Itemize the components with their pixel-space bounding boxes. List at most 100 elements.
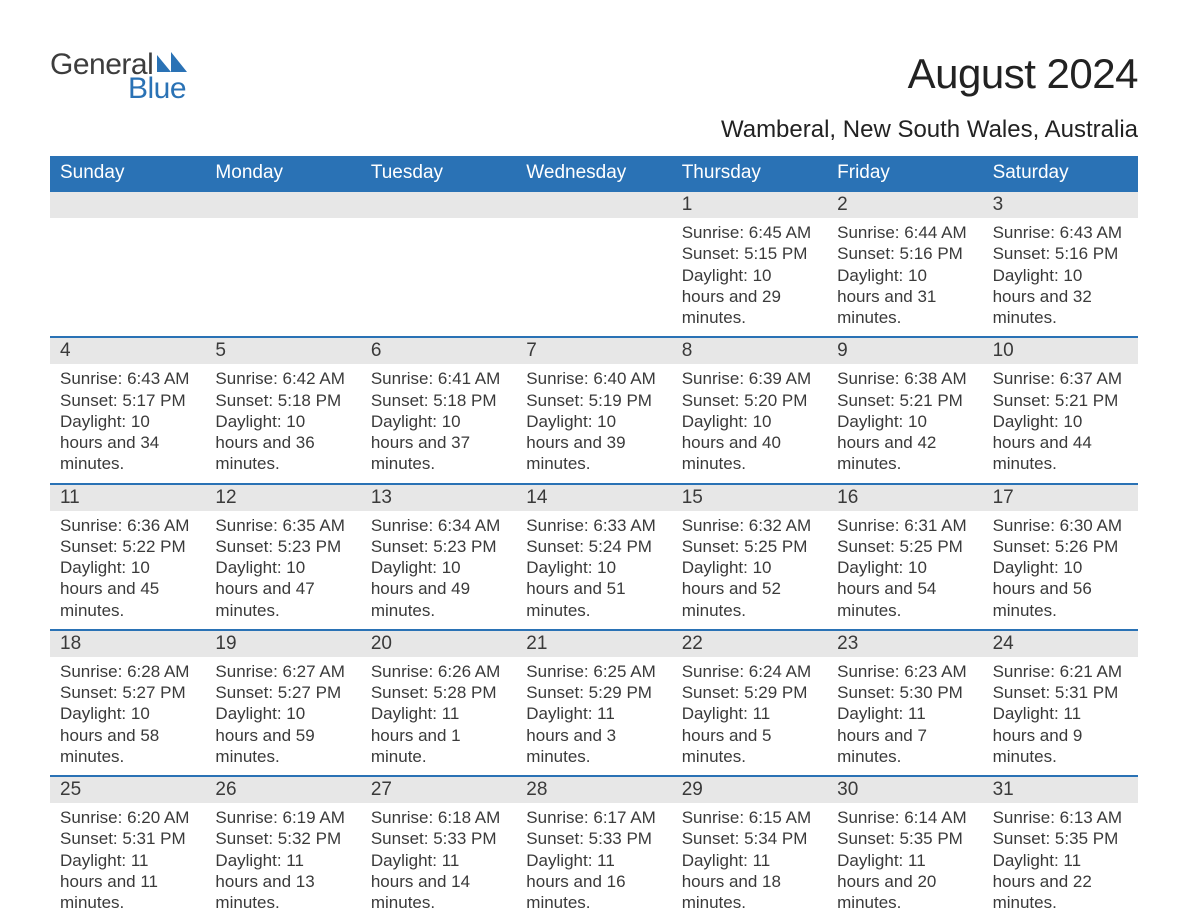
daylight-line: Daylight: 10 hours and 58 minutes. bbox=[60, 703, 195, 767]
day-number bbox=[516, 192, 671, 218]
day-cell: 22Sunrise: 6:24 AMSunset: 5:29 PMDayligh… bbox=[672, 631, 827, 775]
day-number: 13 bbox=[361, 485, 516, 511]
sunrise-line: Sunrise: 6:31 AM bbox=[837, 515, 972, 536]
daylight-line: Daylight: 10 hours and 34 minutes. bbox=[60, 411, 195, 475]
daylight-line: Daylight: 11 hours and 11 minutes. bbox=[60, 850, 195, 914]
day-body: Sunrise: 6:31 AMSunset: 5:25 PMDaylight:… bbox=[827, 511, 982, 621]
daylight-line: Daylight: 11 hours and 7 minutes. bbox=[837, 703, 972, 767]
day-number: 31 bbox=[983, 777, 1138, 803]
day-number: 11 bbox=[50, 485, 205, 511]
day-body: Sunrise: 6:15 AMSunset: 5:34 PMDaylight:… bbox=[672, 803, 827, 913]
day-cell: 29Sunrise: 6:15 AMSunset: 5:34 PMDayligh… bbox=[672, 777, 827, 921]
day-cell: 21Sunrise: 6:25 AMSunset: 5:29 PMDayligh… bbox=[516, 631, 671, 775]
brand-word-blue: Blue bbox=[128, 74, 187, 104]
sunset-line: Sunset: 5:29 PM bbox=[526, 682, 661, 703]
day-body: Sunrise: 6:26 AMSunset: 5:28 PMDaylight:… bbox=[361, 657, 516, 767]
day-cell: 30Sunrise: 6:14 AMSunset: 5:35 PMDayligh… bbox=[827, 777, 982, 921]
daylight-line: Daylight: 10 hours and 32 minutes. bbox=[993, 265, 1128, 329]
day-body: Sunrise: 6:32 AMSunset: 5:25 PMDaylight:… bbox=[672, 511, 827, 621]
week-row: 11Sunrise: 6:36 AMSunset: 5:22 PMDayligh… bbox=[50, 483, 1138, 629]
sunrise-line: Sunrise: 6:24 AM bbox=[682, 661, 817, 682]
sunrise-line: Sunrise: 6:34 AM bbox=[371, 515, 506, 536]
daylight-line: Daylight: 11 hours and 3 minutes. bbox=[526, 703, 661, 767]
daylight-line: Daylight: 10 hours and 45 minutes. bbox=[60, 557, 195, 621]
day-body: Sunrise: 6:39 AMSunset: 5:20 PMDaylight:… bbox=[672, 364, 827, 474]
sunset-line: Sunset: 5:25 PM bbox=[837, 536, 972, 557]
day-body: Sunrise: 6:18 AMSunset: 5:33 PMDaylight:… bbox=[361, 803, 516, 913]
day-body: Sunrise: 6:30 AMSunset: 5:26 PMDaylight:… bbox=[983, 511, 1138, 621]
week-row: 25Sunrise: 6:20 AMSunset: 5:31 PMDayligh… bbox=[50, 775, 1138, 921]
day-cell: 3Sunrise: 6:43 AMSunset: 5:16 PMDaylight… bbox=[983, 192, 1138, 336]
day-cell: 23Sunrise: 6:23 AMSunset: 5:30 PMDayligh… bbox=[827, 631, 982, 775]
daylight-line: Daylight: 10 hours and 39 minutes. bbox=[526, 411, 661, 475]
day-body: Sunrise: 6:24 AMSunset: 5:29 PMDaylight:… bbox=[672, 657, 827, 767]
sunset-line: Sunset: 5:34 PM bbox=[682, 828, 817, 849]
sunrise-line: Sunrise: 6:19 AM bbox=[215, 807, 350, 828]
weekday-header-cell: Thursday bbox=[672, 156, 827, 190]
day-number: 15 bbox=[672, 485, 827, 511]
calendar-body: 1Sunrise: 6:45 AMSunset: 5:15 PMDaylight… bbox=[50, 190, 1138, 921]
day-body: Sunrise: 6:21 AMSunset: 5:31 PMDaylight:… bbox=[983, 657, 1138, 767]
sunset-line: Sunset: 5:15 PM bbox=[682, 243, 817, 264]
day-cell bbox=[50, 192, 205, 336]
day-number: 29 bbox=[672, 777, 827, 803]
sunrise-line: Sunrise: 6:43 AM bbox=[60, 368, 195, 389]
sunset-line: Sunset: 5:31 PM bbox=[60, 828, 195, 849]
day-body: Sunrise: 6:35 AMSunset: 5:23 PMDaylight:… bbox=[205, 511, 360, 621]
sunrise-line: Sunrise: 6:17 AM bbox=[526, 807, 661, 828]
daylight-line: Daylight: 11 hours and 22 minutes. bbox=[993, 850, 1128, 914]
sunrise-line: Sunrise: 6:26 AM bbox=[371, 661, 506, 682]
daylight-line: Daylight: 11 hours and 14 minutes. bbox=[371, 850, 506, 914]
day-body: Sunrise: 6:33 AMSunset: 5:24 PMDaylight:… bbox=[516, 511, 671, 621]
day-body: Sunrise: 6:34 AMSunset: 5:23 PMDaylight:… bbox=[361, 511, 516, 621]
daylight-line: Daylight: 10 hours and 29 minutes. bbox=[682, 265, 817, 329]
day-number: 10 bbox=[983, 338, 1138, 364]
daylight-line: Daylight: 10 hours and 36 minutes. bbox=[215, 411, 350, 475]
daylight-line: Daylight: 10 hours and 40 minutes. bbox=[682, 411, 817, 475]
day-number: 26 bbox=[205, 777, 360, 803]
day-body: Sunrise: 6:42 AMSunset: 5:18 PMDaylight:… bbox=[205, 364, 360, 474]
sunset-line: Sunset: 5:29 PM bbox=[682, 682, 817, 703]
daylight-line: Daylight: 11 hours and 16 minutes. bbox=[526, 850, 661, 914]
day-body: Sunrise: 6:17 AMSunset: 5:33 PMDaylight:… bbox=[516, 803, 671, 913]
weekday-header-cell: Wednesday bbox=[516, 156, 671, 190]
header-right: August 2024 Wamberal, New South Wales, A… bbox=[721, 50, 1138, 144]
day-cell bbox=[205, 192, 360, 336]
sunset-line: Sunset: 5:30 PM bbox=[837, 682, 972, 703]
day-number: 25 bbox=[50, 777, 205, 803]
sunrise-line: Sunrise: 6:20 AM bbox=[60, 807, 195, 828]
day-number: 30 bbox=[827, 777, 982, 803]
daylight-line: Daylight: 10 hours and 51 minutes. bbox=[526, 557, 661, 621]
sunrise-line: Sunrise: 6:38 AM bbox=[837, 368, 972, 389]
sunset-line: Sunset: 5:32 PM bbox=[215, 828, 350, 849]
daylight-line: Daylight: 11 hours and 9 minutes. bbox=[993, 703, 1128, 767]
day-cell: 17Sunrise: 6:30 AMSunset: 5:26 PMDayligh… bbox=[983, 485, 1138, 629]
day-cell: 12Sunrise: 6:35 AMSunset: 5:23 PMDayligh… bbox=[205, 485, 360, 629]
daylight-line: Daylight: 10 hours and 31 minutes. bbox=[837, 265, 972, 329]
sunrise-line: Sunrise: 6:13 AM bbox=[993, 807, 1128, 828]
sunrise-line: Sunrise: 6:14 AM bbox=[837, 807, 972, 828]
daylight-line: Daylight: 11 hours and 13 minutes. bbox=[215, 850, 350, 914]
sunrise-line: Sunrise: 6:45 AM bbox=[682, 222, 817, 243]
day-body: Sunrise: 6:40 AMSunset: 5:19 PMDaylight:… bbox=[516, 364, 671, 474]
sunset-line: Sunset: 5:26 PM bbox=[993, 536, 1128, 557]
sunrise-line: Sunrise: 6:28 AM bbox=[60, 661, 195, 682]
sunrise-line: Sunrise: 6:41 AM bbox=[371, 368, 506, 389]
day-number: 20 bbox=[361, 631, 516, 657]
day-number: 16 bbox=[827, 485, 982, 511]
sunset-line: Sunset: 5:20 PM bbox=[682, 390, 817, 411]
day-number: 28 bbox=[516, 777, 671, 803]
day-cell: 10Sunrise: 6:37 AMSunset: 5:21 PMDayligh… bbox=[983, 338, 1138, 482]
weekday-header-row: SundayMondayTuesdayWednesdayThursdayFrid… bbox=[50, 156, 1138, 190]
location-label: Wamberal, New South Wales, Australia bbox=[721, 116, 1138, 144]
day-cell: 13Sunrise: 6:34 AMSunset: 5:23 PMDayligh… bbox=[361, 485, 516, 629]
sunrise-line: Sunrise: 6:30 AM bbox=[993, 515, 1128, 536]
header-region: General Blue August 2024 Wamberal, New S… bbox=[50, 50, 1138, 144]
sunrise-line: Sunrise: 6:25 AM bbox=[526, 661, 661, 682]
day-number bbox=[50, 192, 205, 218]
day-cell: 19Sunrise: 6:27 AMSunset: 5:27 PMDayligh… bbox=[205, 631, 360, 775]
sunrise-line: Sunrise: 6:44 AM bbox=[837, 222, 972, 243]
calendar: SundayMondayTuesdayWednesdayThursdayFrid… bbox=[50, 156, 1138, 921]
day-body: Sunrise: 6:36 AMSunset: 5:22 PMDaylight:… bbox=[50, 511, 205, 621]
day-number: 8 bbox=[672, 338, 827, 364]
